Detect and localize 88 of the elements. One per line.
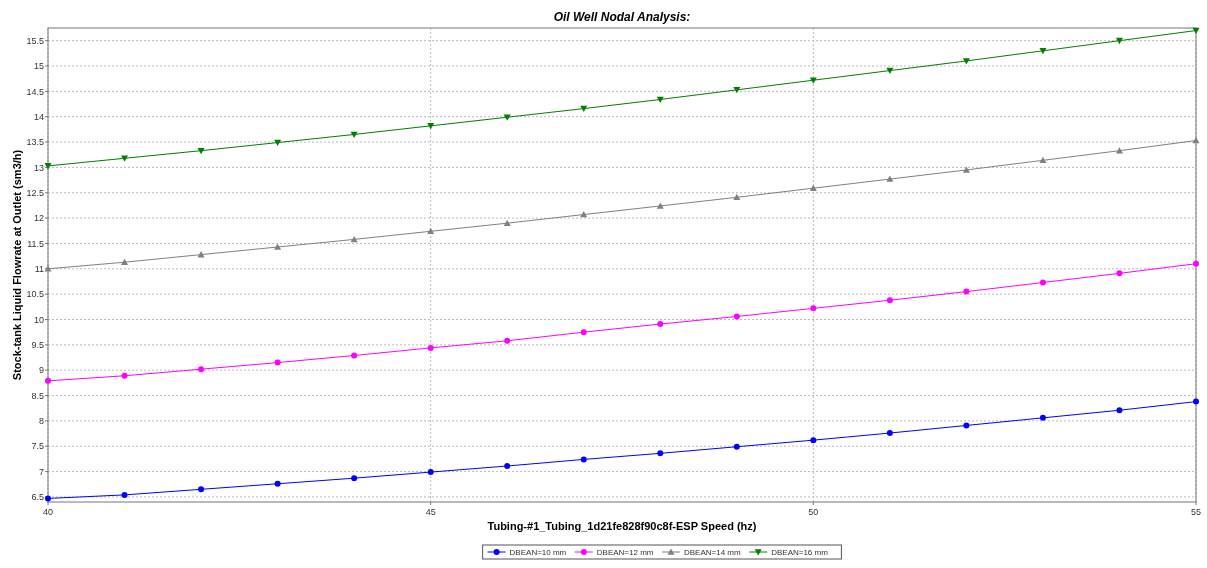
y-tick-label: 13: [33, 162, 44, 173]
point: [45, 495, 51, 502]
point: [427, 123, 435, 130]
point: [504, 337, 511, 344]
point: [963, 422, 970, 429]
point: [886, 175, 894, 182]
point: [198, 486, 205, 493]
x-tick-label: 55: [1190, 507, 1202, 517]
point: [1039, 279, 1046, 286]
x-tick-label: 40: [42, 507, 54, 517]
point: [121, 372, 128, 379]
point: [580, 105, 588, 113]
y-tick-label: 15: [33, 61, 44, 72]
point: [657, 450, 664, 457]
point: [886, 297, 893, 304]
point: [1115, 37, 1123, 45]
legend-label: DBEAN=16 mm: [771, 547, 829, 557]
point: [274, 359, 281, 366]
y-tick-label: 9.5: [31, 339, 44, 350]
y-tick-label: 12.5: [26, 187, 44, 198]
point: [733, 193, 741, 201]
point: [886, 67, 894, 75]
y-tick-label: 9: [38, 365, 44, 376]
point: [886, 430, 893, 437]
point: [580, 329, 587, 336]
y-tick-label: 10.5: [26, 289, 44, 300]
point: [427, 469, 434, 476]
point: [350, 235, 358, 243]
point: [1193, 398, 1199, 405]
point: [274, 480, 281, 487]
point: [351, 352, 358, 359]
y-tick-label: 8.5: [31, 390, 44, 401]
legend-label: DBEAN=12 mm: [596, 547, 654, 557]
point: [1192, 27, 1200, 35]
point: [121, 155, 129, 162]
point: [1116, 407, 1123, 414]
y-tick-label: 10: [33, 314, 44, 325]
point: [1193, 260, 1199, 267]
x-tick-label: 45: [425, 507, 436, 517]
point: [962, 58, 970, 65]
point: [1039, 48, 1047, 55]
point: [809, 184, 817, 191]
point: [733, 443, 740, 450]
point: [198, 366, 205, 373]
point: [809, 77, 817, 84]
point: [503, 114, 511, 121]
point: [580, 456, 587, 463]
point: [962, 166, 970, 173]
point: [121, 258, 129, 266]
point: [733, 87, 741, 94]
point: [121, 491, 128, 498]
x-tick-label: 50: [808, 507, 819, 517]
y-tick-label: 11.5: [27, 238, 44, 249]
point: [503, 219, 511, 226]
point: [427, 344, 434, 351]
y-tick-label: 7.5: [31, 441, 44, 452]
point: [274, 139, 282, 147]
point: [1039, 414, 1046, 421]
y-tick-label: 13.5: [26, 137, 44, 148]
y-tick-label: 14: [33, 111, 44, 122]
y-tick-label: 8: [38, 416, 44, 427]
y-tick-label: 12: [33, 213, 44, 224]
point: [1039, 156, 1047, 164]
point: [1116, 270, 1123, 277]
y-tick-label: 11: [34, 263, 44, 274]
point: [810, 305, 817, 312]
point: [504, 463, 511, 470]
y-tick-label: 15.5: [26, 35, 44, 46]
point: [656, 96, 664, 103]
y-tick-label: 6.5: [31, 492, 44, 503]
legend-label: DBEAN=14 mm: [684, 547, 742, 557]
y-axis-title: Stock-tank Liquid Flowrate at Outlet (sm3/h): [11, 149, 23, 381]
chart-title: Oil Well Nodal Analysis:: [553, 10, 691, 24]
point: [657, 321, 664, 328]
point: [963, 288, 970, 295]
point: [197, 147, 205, 155]
point: [274, 243, 282, 250]
x-axis-title: Tubing-#1_Tubing_1d21fe828f90c8f-ESP Speed (hz): [487, 520, 757, 532]
point: [580, 211, 588, 218]
point: [733, 313, 740, 320]
y-tick-label: 14.5: [26, 86, 44, 97]
point: [351, 475, 358, 482]
point: [45, 377, 51, 384]
y-tick-label: 7: [38, 466, 44, 477]
point: [427, 227, 435, 235]
point: [810, 437, 817, 444]
point: [656, 202, 664, 209]
legend-label: DBEAN=10 mm: [509, 547, 567, 557]
